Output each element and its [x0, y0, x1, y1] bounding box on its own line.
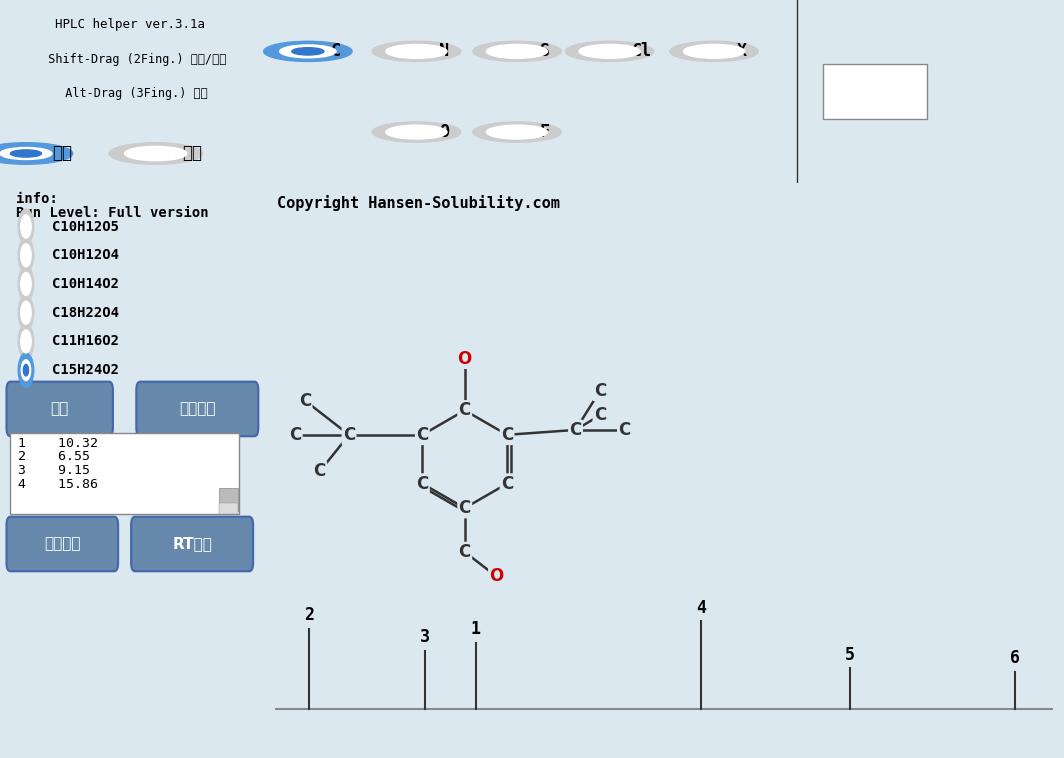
Circle shape [21, 215, 31, 238]
Text: C: C [501, 475, 513, 493]
Circle shape [280, 45, 336, 58]
Circle shape [18, 238, 34, 272]
Circle shape [386, 125, 447, 139]
Text: O: O [489, 568, 503, 585]
Text: C: C [618, 421, 631, 439]
Text: O: O [458, 349, 471, 368]
Text: C: C [343, 426, 355, 443]
Text: C: C [459, 499, 471, 517]
Circle shape [21, 244, 31, 267]
Circle shape [18, 209, 34, 244]
Text: C: C [314, 462, 326, 481]
Circle shape [0, 148, 52, 159]
Text: HPLC helper ver.3.1a: HPLC helper ver.3.1a [55, 18, 204, 31]
Text: 5: 5 [845, 646, 855, 663]
Circle shape [18, 353, 34, 387]
Text: Cl: Cl [632, 42, 652, 61]
Text: C: C [569, 421, 582, 439]
Text: C: C [416, 426, 429, 443]
Text: 3    9.15: 3 9.15 [18, 464, 90, 478]
Circle shape [23, 365, 29, 376]
Circle shape [386, 45, 447, 58]
Text: info:: info: [16, 192, 57, 206]
Circle shape [372, 41, 461, 61]
Text: 2    6.55: 2 6.55 [18, 450, 90, 463]
Circle shape [0, 143, 72, 164]
Text: C: C [459, 543, 471, 561]
Text: C15H24O2: C15H24O2 [52, 363, 119, 377]
Text: Alt-Drag (3Fing.) 移動: Alt-Drag (3Fing.) 移動 [51, 87, 209, 100]
Text: 4    15.86: 4 15.86 [18, 478, 98, 491]
Circle shape [486, 125, 548, 139]
Text: 6: 6 [1010, 650, 1019, 668]
Circle shape [670, 41, 759, 61]
Circle shape [472, 122, 562, 143]
Circle shape [264, 41, 352, 61]
Circle shape [21, 301, 31, 324]
Text: C10H12O4: C10H12O4 [52, 249, 119, 262]
Text: C: C [299, 392, 311, 409]
Bar [219, 488, 237, 511]
Text: C: C [594, 382, 606, 400]
FancyBboxPatch shape [6, 382, 113, 437]
Text: C: C [331, 42, 340, 61]
Text: 4: 4 [696, 599, 706, 617]
Text: 2: 2 [304, 606, 314, 625]
Text: C11H16O2: C11H16O2 [52, 334, 119, 349]
Circle shape [18, 267, 34, 301]
Circle shape [372, 122, 461, 143]
Circle shape [21, 360, 31, 381]
Circle shape [11, 150, 41, 157]
FancyBboxPatch shape [131, 517, 253, 572]
Text: O: O [439, 123, 449, 141]
Text: C10H12O5: C10H12O5 [52, 220, 119, 233]
Text: 消去: 消去 [51, 402, 69, 416]
Text: C10H14O2: C10H14O2 [52, 277, 119, 291]
Text: C: C [459, 402, 471, 419]
Text: 消去: 消去 [182, 145, 202, 162]
Text: N: N [439, 42, 449, 61]
Text: C: C [594, 406, 606, 424]
Text: C: C [501, 426, 513, 443]
FancyBboxPatch shape [6, 517, 118, 572]
Circle shape [292, 48, 323, 55]
Circle shape [18, 296, 34, 330]
Circle shape [21, 330, 31, 353]
Text: 物性計算: 物性計算 [179, 402, 216, 416]
Circle shape [486, 45, 548, 58]
Text: 全て消去: 全て消去 [44, 537, 81, 552]
Text: 描画: 描画 [52, 145, 72, 162]
FancyBboxPatch shape [136, 382, 259, 437]
Circle shape [124, 146, 187, 161]
Text: 1: 1 [471, 620, 481, 638]
Text: Shift-Drag (2Fing.) 拡大/縮小: Shift-Drag (2Fing.) 拡大/縮小 [34, 53, 226, 66]
Circle shape [18, 324, 34, 359]
Circle shape [565, 41, 653, 61]
Circle shape [683, 45, 745, 58]
Bar [11, 434, 238, 514]
Bar [822, 64, 927, 119]
Text: C18H22O4: C18H22O4 [52, 305, 119, 320]
Text: 1    10.32: 1 10.32 [18, 437, 98, 449]
Text: F: F [539, 123, 549, 141]
Text: RT計算: RT計算 [172, 537, 212, 552]
Circle shape [21, 272, 31, 296]
Circle shape [579, 45, 641, 58]
Circle shape [109, 143, 202, 164]
Text: C: C [289, 426, 301, 443]
Text: S: S [539, 42, 549, 61]
Text: Run Level: Full version: Run Level: Full version [16, 206, 209, 221]
Bar [219, 503, 237, 514]
Text: 3: 3 [419, 628, 430, 646]
Text: C: C [416, 475, 429, 493]
Text: X: X [736, 42, 747, 61]
Text: Copyright Hansen-Solubility.com: Copyright Hansen-Solubility.com [278, 195, 560, 211]
Circle shape [472, 41, 562, 61]
